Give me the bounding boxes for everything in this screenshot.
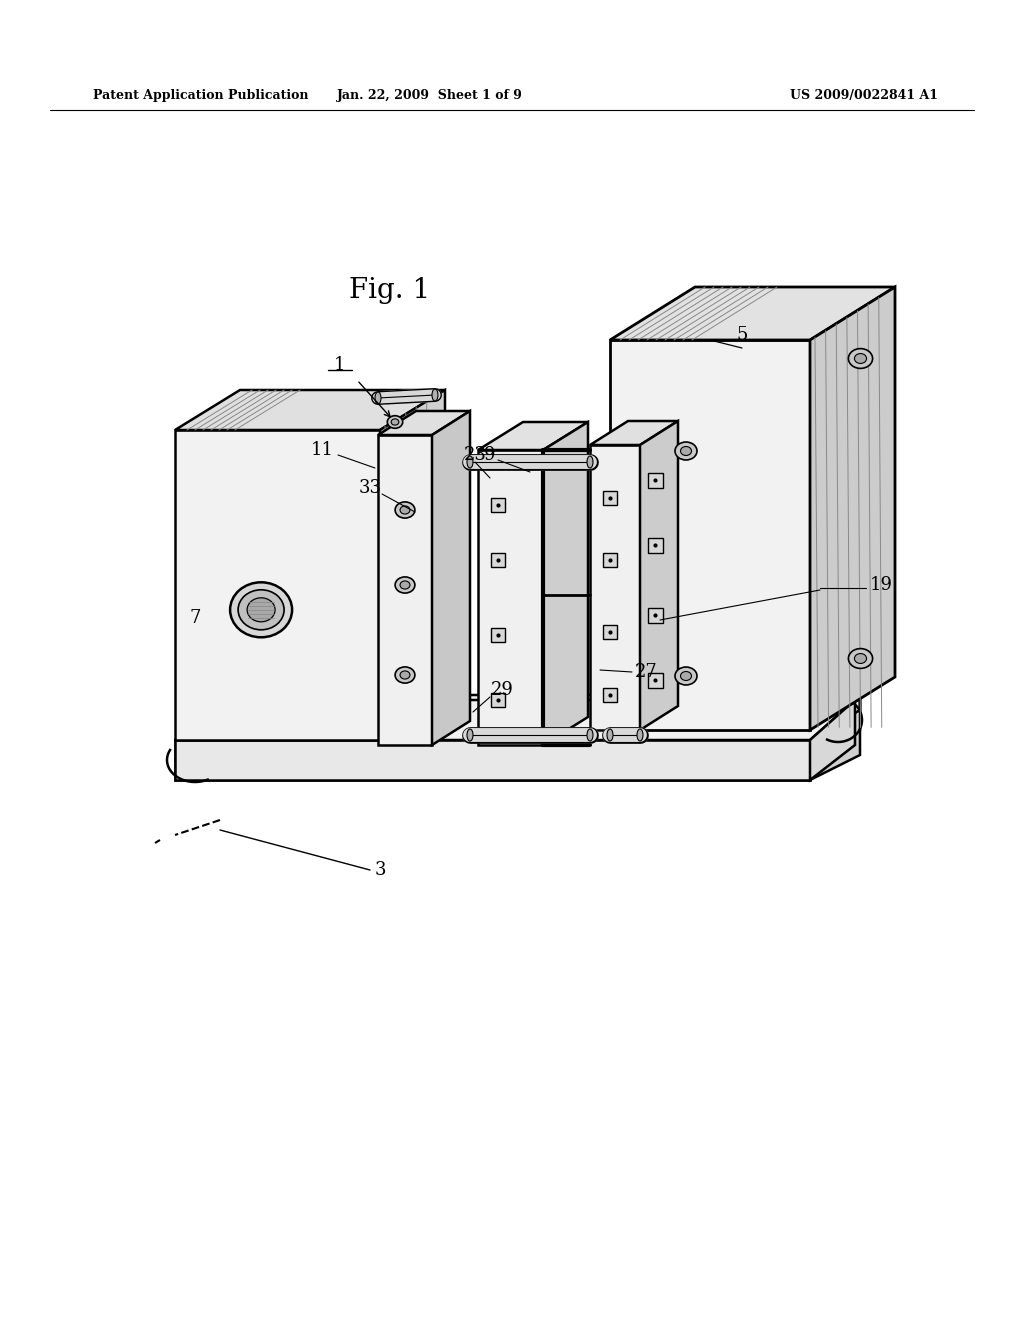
Polygon shape [490, 498, 505, 512]
Ellipse shape [675, 667, 697, 685]
Polygon shape [640, 421, 678, 730]
Ellipse shape [247, 598, 275, 622]
Ellipse shape [400, 581, 410, 589]
Ellipse shape [587, 729, 593, 741]
Ellipse shape [637, 729, 643, 741]
Polygon shape [490, 628, 505, 642]
Ellipse shape [395, 667, 415, 684]
Polygon shape [478, 450, 543, 744]
Text: 19: 19 [870, 576, 893, 594]
Ellipse shape [681, 672, 691, 681]
Polygon shape [603, 491, 617, 506]
Text: 5: 5 [736, 326, 748, 345]
Text: 11: 11 [310, 441, 334, 459]
Text: 23: 23 [464, 446, 486, 465]
Text: 29: 29 [490, 681, 513, 700]
Polygon shape [378, 411, 470, 436]
Polygon shape [380, 389, 445, 741]
Ellipse shape [854, 653, 866, 664]
Polygon shape [175, 430, 380, 741]
Ellipse shape [391, 418, 399, 425]
Polygon shape [603, 553, 617, 568]
Polygon shape [478, 422, 588, 450]
Polygon shape [603, 688, 617, 702]
Text: 27: 27 [635, 663, 657, 681]
Ellipse shape [230, 582, 292, 638]
Text: 33: 33 [358, 479, 382, 498]
Polygon shape [490, 553, 505, 568]
Ellipse shape [854, 354, 866, 363]
Polygon shape [590, 421, 678, 445]
Ellipse shape [387, 416, 402, 428]
Polygon shape [647, 537, 663, 553]
Ellipse shape [681, 446, 691, 455]
Polygon shape [175, 696, 860, 755]
Ellipse shape [607, 729, 613, 741]
Ellipse shape [467, 455, 473, 469]
Polygon shape [490, 693, 505, 708]
Text: Jan. 22, 2009  Sheet 1 of 9: Jan. 22, 2009 Sheet 1 of 9 [337, 88, 523, 102]
Text: US 2009/0022841 A1: US 2009/0022841 A1 [790, 88, 938, 102]
Ellipse shape [395, 577, 415, 593]
Polygon shape [647, 607, 663, 623]
Polygon shape [810, 700, 855, 780]
Text: 9: 9 [484, 446, 496, 465]
Polygon shape [175, 741, 810, 780]
Ellipse shape [400, 506, 410, 513]
Ellipse shape [375, 392, 381, 404]
Ellipse shape [849, 348, 872, 368]
Text: 3: 3 [374, 861, 386, 879]
Text: Fig. 1: Fig. 1 [349, 276, 431, 304]
Polygon shape [175, 700, 855, 741]
Polygon shape [603, 624, 617, 639]
Ellipse shape [849, 648, 872, 668]
Text: 7: 7 [189, 609, 201, 627]
Ellipse shape [432, 389, 438, 401]
Polygon shape [543, 422, 588, 744]
Polygon shape [432, 411, 470, 744]
Polygon shape [378, 436, 432, 744]
Ellipse shape [395, 502, 415, 519]
Polygon shape [590, 445, 640, 730]
Polygon shape [175, 741, 810, 780]
Ellipse shape [587, 455, 593, 469]
Polygon shape [647, 473, 663, 487]
Polygon shape [647, 672, 663, 688]
Polygon shape [610, 341, 810, 730]
Ellipse shape [239, 590, 284, 630]
Ellipse shape [675, 442, 697, 459]
Polygon shape [810, 286, 895, 730]
Text: 1: 1 [334, 356, 346, 374]
Polygon shape [175, 389, 445, 430]
Ellipse shape [400, 671, 410, 678]
Ellipse shape [467, 729, 473, 741]
Polygon shape [810, 696, 860, 780]
Text: Patent Application Publication: Patent Application Publication [93, 88, 308, 102]
Polygon shape [610, 286, 895, 341]
